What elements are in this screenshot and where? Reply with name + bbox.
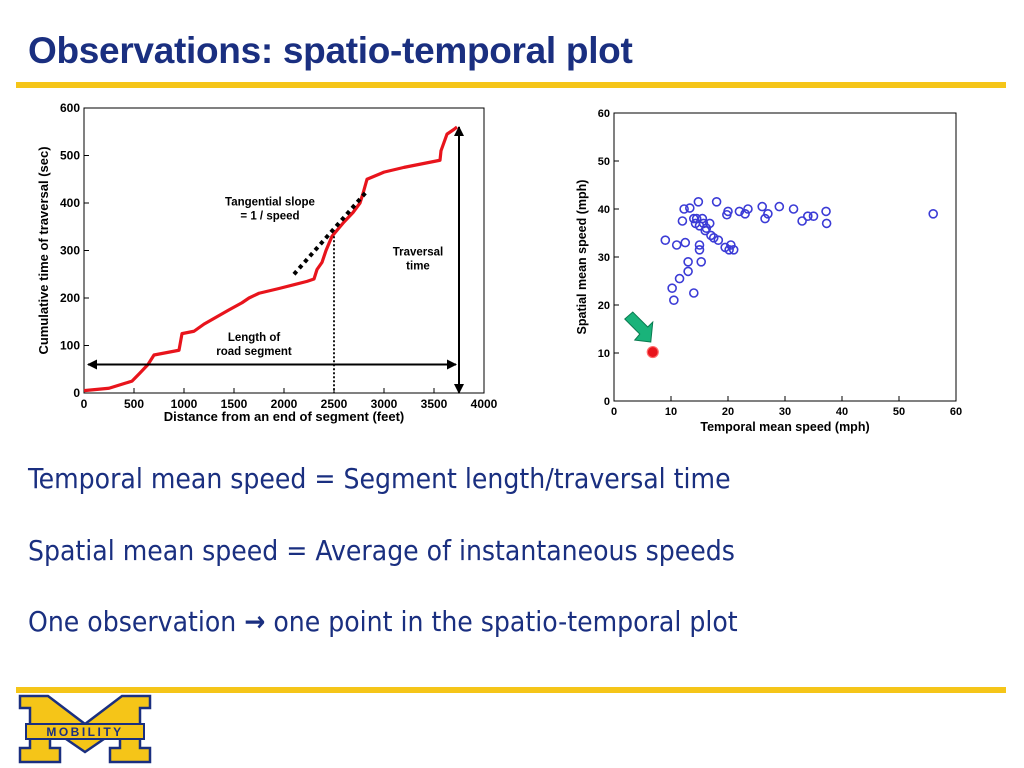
scatter-point bbox=[669, 295, 679, 305]
plot-frame bbox=[613, 112, 957, 402]
y-tick-label: 10 bbox=[598, 348, 610, 360]
y-tick-label: 600 bbox=[60, 101, 80, 115]
scatter-point bbox=[694, 245, 705, 255]
x-tick-label: 1500 bbox=[221, 397, 248, 411]
bullet-post-text: one point in the spatio-temporal plot bbox=[273, 605, 738, 638]
callout-arrow-icon bbox=[624, 311, 654, 343]
scatter-point bbox=[734, 206, 745, 217]
bottom-rule bbox=[16, 687, 1006, 693]
scatter-point bbox=[740, 209, 750, 219]
scatter-point bbox=[708, 233, 719, 243]
scatter-point bbox=[774, 201, 785, 212]
scatter-point bbox=[797, 216, 807, 226]
scatter-point bbox=[671, 240, 682, 250]
scatter-point bbox=[689, 288, 699, 298]
y-tick-label: 400 bbox=[60, 196, 80, 210]
scatter-point bbox=[680, 237, 691, 248]
scatter-point bbox=[728, 245, 739, 255]
logo-banner bbox=[25, 723, 145, 740]
tangent-slope-line bbox=[292, 189, 369, 276]
bullet-pre-text: One observation bbox=[28, 605, 237, 638]
scatter-point bbox=[697, 213, 708, 224]
x-tick-label: 30 bbox=[779, 406, 791, 418]
scatter-point bbox=[685, 203, 695, 213]
y-tick-label: 40 bbox=[598, 204, 610, 216]
scatter-point bbox=[821, 206, 831, 217]
scatter-point bbox=[760, 213, 770, 224]
x-tick-label: 50 bbox=[893, 406, 905, 418]
x-tick-label: 0 bbox=[611, 406, 617, 418]
x-tick-label: 0 bbox=[81, 397, 88, 411]
university-m-logo: MOBILITY bbox=[18, 694, 152, 764]
y-tick-label: 100 bbox=[60, 339, 80, 353]
scatter-point bbox=[683, 257, 693, 267]
y-tick-label: 20 bbox=[598, 300, 610, 312]
y-tick-label: 60 bbox=[598, 108, 610, 120]
x-axis-label: Temporal mean speed (mph) bbox=[700, 420, 869, 434]
scatter-point bbox=[679, 204, 689, 214]
x-tick-label: 500 bbox=[124, 397, 144, 411]
highlighted-observation-point bbox=[646, 345, 659, 359]
scatter-point bbox=[928, 209, 939, 219]
bullet-temporal-mean: Temporal mean speed = Segment length/tra… bbox=[28, 462, 731, 495]
y-tick-label: 500 bbox=[60, 149, 80, 163]
scatter-point bbox=[757, 201, 767, 212]
y-tick-label: 30 bbox=[598, 252, 610, 264]
scatter-point bbox=[808, 211, 819, 221]
scatter-point bbox=[803, 211, 813, 221]
scatter-point bbox=[706, 230, 716, 241]
trajectory-line bbox=[83, 125, 458, 393]
scatter-point bbox=[724, 245, 734, 255]
scatter-point bbox=[696, 257, 707, 267]
x-tick-label: 1000 bbox=[171, 397, 198, 411]
scatter-point bbox=[711, 197, 722, 207]
annotation-traversal-time-line2: time bbox=[406, 261, 430, 273]
scatter-point bbox=[694, 240, 705, 250]
scatter-point bbox=[743, 204, 753, 214]
top-rule bbox=[16, 82, 1006, 88]
logo-text: MOBILITY bbox=[46, 725, 123, 739]
x-tick-label: 40 bbox=[836, 406, 848, 418]
annotation-tangent-slope-line2: = 1 / speed bbox=[240, 211, 299, 223]
scatter-point bbox=[788, 204, 799, 214]
y-tick-label: 200 bbox=[60, 291, 80, 305]
scatter-point bbox=[683, 266, 693, 277]
bullet-one-observation: One observation → one point in the spati… bbox=[28, 605, 738, 638]
scatter-point bbox=[723, 206, 733, 217]
scatter-point bbox=[677, 216, 688, 226]
annotation-traversal-time: Traversal bbox=[393, 246, 444, 258]
x-tick-label: 60 bbox=[950, 406, 962, 418]
scatter-point bbox=[821, 218, 832, 229]
x-tick-label: 3500 bbox=[421, 397, 448, 411]
scatter-point bbox=[667, 283, 677, 293]
y-tick-label: 50 bbox=[598, 156, 610, 168]
right-arrow-icon: → bbox=[244, 605, 266, 638]
scatter-point bbox=[660, 235, 671, 245]
x-tick-label: 4000 bbox=[471, 397, 498, 411]
scatter-point bbox=[704, 218, 715, 229]
y-tick-label: 0 bbox=[604, 396, 610, 408]
speed-scatter-chart: 0 10 20 30 40 50 60 0 10 20 30 40 50 60 Temporal mean … bbox=[575, 108, 962, 434]
x-tick-label: 20 bbox=[722, 406, 734, 418]
x-tick-label: 2000 bbox=[271, 397, 298, 411]
x-axis-label: Distance from an end of segment (feet) bbox=[164, 409, 405, 424]
annotation-segment-length-line2: road segment bbox=[216, 346, 292, 358]
scatter-point bbox=[674, 273, 685, 284]
y-tick-label: 0 bbox=[73, 386, 80, 400]
bullet-spatial-mean: Spatial mean speed = Average of instanta… bbox=[28, 534, 735, 567]
slide-title: Observations: spatio-temporal plot bbox=[28, 30, 633, 71]
x-tick-label: 2500 bbox=[321, 397, 348, 411]
y-axis-label: Spatial mean speed (mph) bbox=[575, 180, 589, 335]
scatter-point bbox=[713, 235, 724, 245]
spatio-temporal-trajectory-chart: 0 500 1000 1500 2000 2500 3000 3500 4000 0 100 200 3… bbox=[36, 101, 498, 424]
x-tick-label: 3000 bbox=[371, 397, 398, 411]
scatter-point bbox=[693, 197, 704, 207]
x-tick-label: 10 bbox=[665, 406, 677, 418]
scatter-point bbox=[763, 209, 773, 219]
y-tick-label: 300 bbox=[60, 244, 80, 258]
y-axis-label: Cumulative time of traversal (sec) bbox=[36, 146, 51, 354]
annotation-tangent-slope: Tangential slope bbox=[225, 196, 315, 208]
annotation-segment-length: Length of bbox=[228, 332, 281, 344]
scatter-point bbox=[726, 240, 736, 250]
